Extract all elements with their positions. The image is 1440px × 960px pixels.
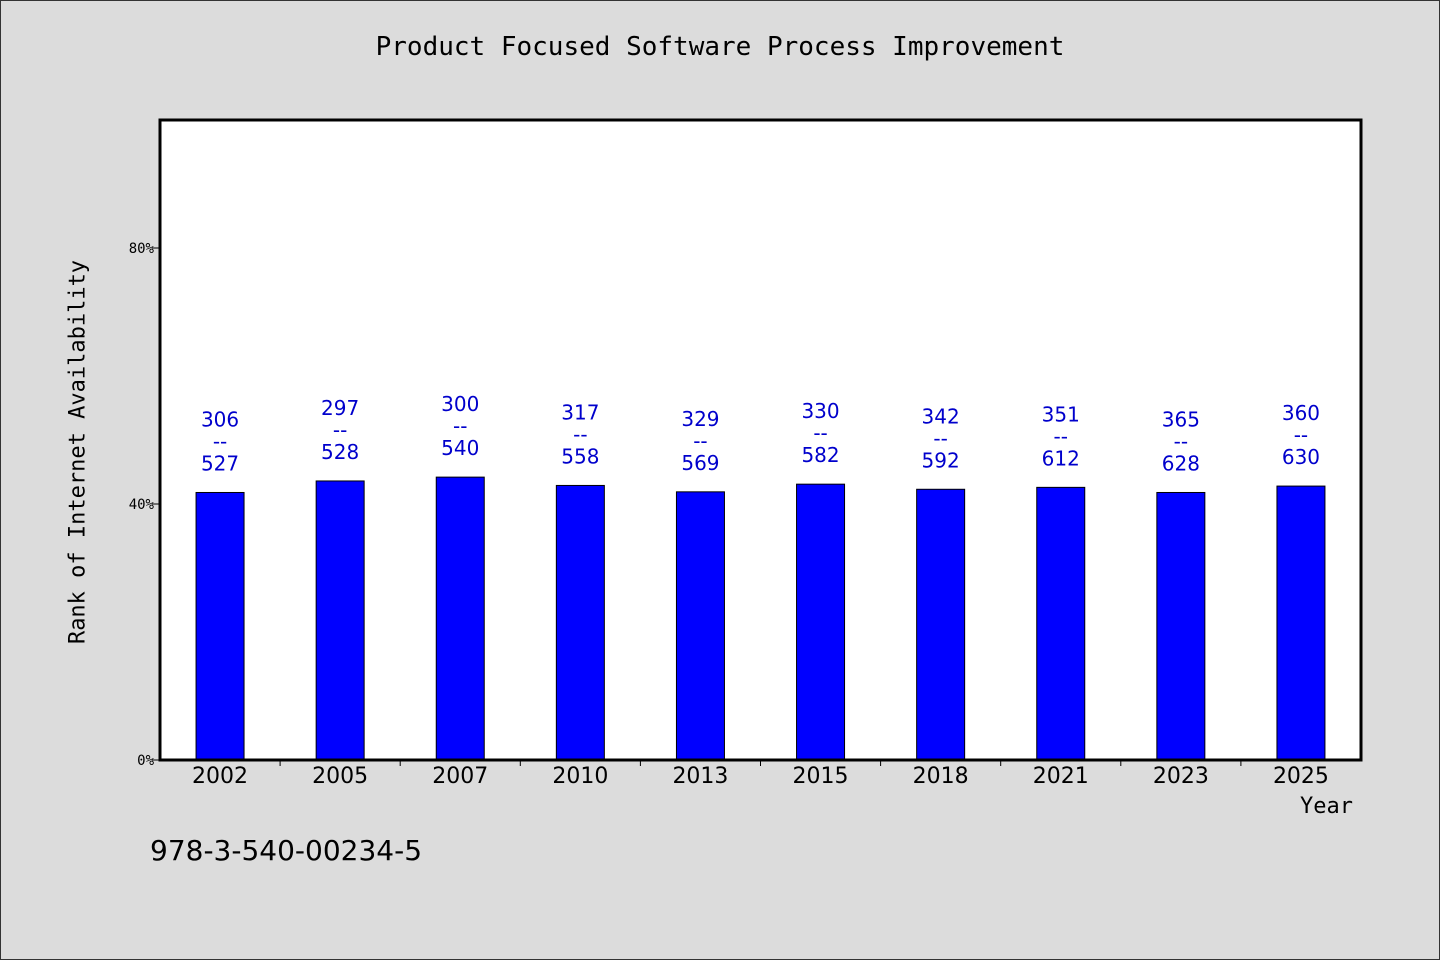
data-label-separator: -- [693,429,707,453]
data-label-bottom: 612 [1042,446,1080,470]
data-label-separator: -- [573,422,587,446]
data-label-bottom: 569 [681,451,719,475]
x-tick-label: 2007 [432,764,488,789]
x-tick-label: 2021 [1033,764,1089,789]
bar [796,483,846,761]
x-tick-label: 2010 [552,764,608,789]
bar [1276,485,1326,761]
data-label-top: 300 [441,392,479,416]
data-label-top: 360 [1282,401,1320,425]
y-tick-label: 40% [129,497,155,513]
data-label-bottom: 527 [201,451,239,475]
bar [435,476,485,761]
data-label-top: 365 [1162,407,1200,431]
bar [195,491,245,761]
bar [916,488,966,761]
data-label-top: 351 [1042,402,1080,426]
x-tick-label: 2013 [672,764,728,789]
data-label-top: 330 [801,399,839,423]
data-label-separator: -- [1054,424,1068,448]
data-label-separator: -- [1174,429,1188,453]
data-label-bottom: 540 [441,436,479,460]
data-label-bottom: 592 [922,448,960,472]
data-label-top: 342 [922,404,960,428]
data-label-separator: -- [333,418,347,442]
data-label-separator: -- [813,421,827,445]
x-tick-label: 2002 [192,764,248,789]
data-label-bottom: 528 [321,440,359,464]
x-tick-label: 2023 [1153,764,1209,789]
isbn-label: 978-3-540-00234-5 [150,834,423,867]
data-label-bottom: 558 [561,444,599,468]
data-label-top: 297 [321,396,359,420]
bar [1156,491,1206,761]
y-tick-label: 0% [137,753,154,769]
plot-border [158,118,1363,762]
bar [675,491,725,761]
x-tick-label: 2015 [793,764,849,789]
data-label-separator: -- [453,414,467,438]
bar [555,484,605,761]
data-label-top: 329 [681,407,719,431]
data-label-top: 317 [561,400,599,424]
data-label-separator: -- [1294,423,1308,447]
data-label-separator: -- [933,426,947,450]
data-label-bottom: 582 [801,443,839,467]
data-label-separator: -- [213,429,227,453]
y-axis-label: Rank of Internet Availability [65,259,91,645]
bar [315,480,365,761]
bar [1036,486,1086,761]
x-axis-label: Year [1300,794,1353,819]
data-label-top: 306 [201,407,239,431]
x-tick-label: 2025 [1273,764,1329,789]
chart-title: Product Focused Software Process Improve… [375,32,1065,62]
x-tick-label: 2018 [913,764,969,789]
data-label-bottom: 628 [1162,451,1200,475]
x-tick-label: 2005 [312,764,368,789]
data-label-bottom: 630 [1282,445,1320,469]
y-tick-label: 80% [129,241,155,257]
